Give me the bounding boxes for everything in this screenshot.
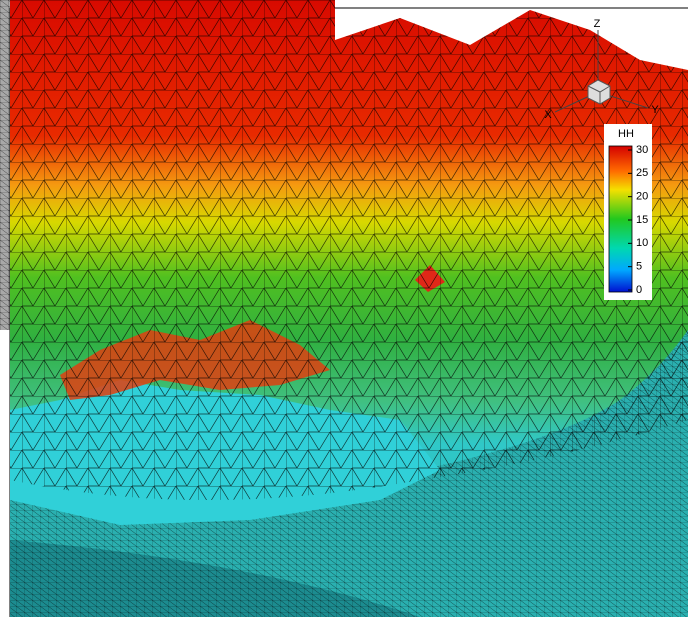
- colorbar-tick-label: 10: [636, 237, 648, 249]
- triad-cube-edges: [587, 85, 611, 104]
- colorbar-tick-label: 25: [636, 167, 648, 179]
- colorbar-ticks: 30 25 20 15 10 5 0: [628, 144, 648, 296]
- colorbar: [608, 145, 633, 293]
- colorbar-tick-label: 20: [636, 191, 648, 203]
- floor-mesh: [10, 330, 688, 617]
- colorbar-title: HH: [618, 128, 634, 140]
- colorbar-tick-label: 5: [636, 261, 642, 273]
- colorbar-tick-label: 30: [636, 144, 648, 156]
- colorbar-tick-label: 0: [636, 284, 642, 296]
- x-label: X: [544, 109, 552, 121]
- colorbar-tick-label: 15: [636, 214, 648, 226]
- y-label: Y: [651, 104, 659, 116]
- slab-mesh: [10, 540, 420, 617]
- terrain-mesh: [10, 0, 688, 500]
- z-label: Z: [594, 18, 601, 30]
